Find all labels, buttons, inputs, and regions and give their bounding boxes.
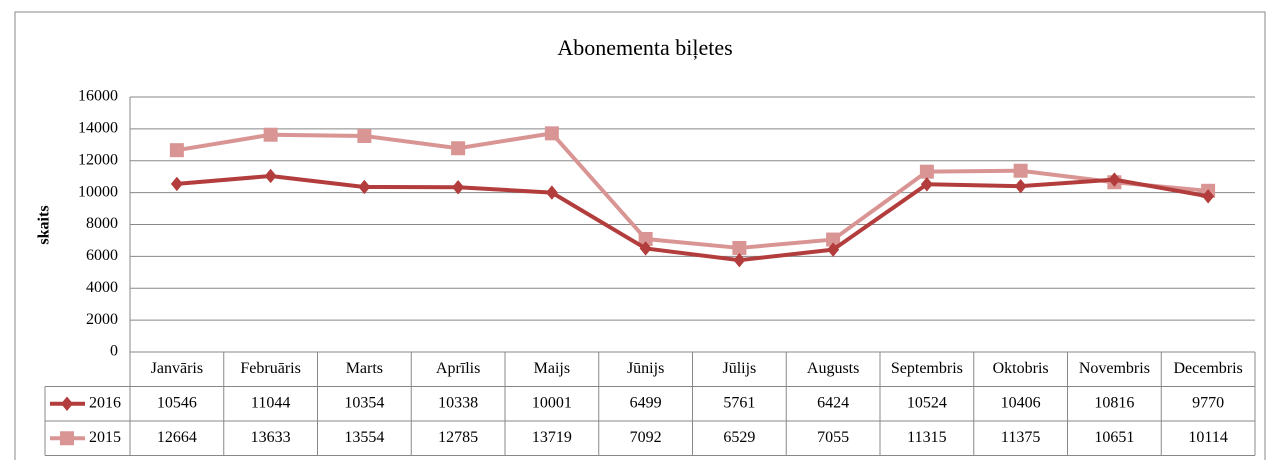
table-value: 9770 xyxy=(1192,394,1224,411)
table-value: 13554 xyxy=(344,429,384,446)
x-tick-label: Decembris xyxy=(1173,360,1242,377)
legend-marker xyxy=(60,431,74,446)
data-point xyxy=(827,242,840,257)
y-tick-label: 8000 xyxy=(86,215,118,232)
data-point xyxy=(1202,189,1215,204)
data-point xyxy=(544,126,559,141)
data-point xyxy=(263,127,278,142)
data-point xyxy=(170,176,183,192)
data-point xyxy=(451,141,466,156)
x-tick-label: Maijs xyxy=(534,360,570,377)
y-tick-label: 10000 xyxy=(78,183,118,200)
legend-label: 2015 xyxy=(89,429,121,446)
table-value: 10524 xyxy=(907,394,947,411)
y-tick-label: 14000 xyxy=(78,120,118,137)
table-value: 6424 xyxy=(817,394,849,411)
x-tick-label: Janvāris xyxy=(151,360,203,377)
x-tick-label: Jūlijs xyxy=(722,360,756,377)
table-value: 13719 xyxy=(532,429,572,446)
table-value: 6529 xyxy=(723,429,755,446)
table-value: 11044 xyxy=(251,394,290,411)
table-value: 5761 xyxy=(723,394,755,411)
data-point xyxy=(1108,172,1121,187)
data-point xyxy=(826,232,841,247)
x-tick-label: Augusts xyxy=(807,360,859,377)
table-value: 10651 xyxy=(1094,429,1134,446)
data-point xyxy=(169,143,184,158)
table-value: 10001 xyxy=(532,394,572,411)
data-point xyxy=(1013,163,1028,178)
y-tick-label: 4000 xyxy=(86,279,118,296)
data-point xyxy=(1014,178,1027,194)
y-tick-label: 12000 xyxy=(78,151,118,168)
table-value: 10338 xyxy=(438,394,478,411)
data-point xyxy=(920,177,933,192)
table-value: 7092 xyxy=(630,429,662,446)
series-line xyxy=(176,173,1209,263)
table-value: 11375 xyxy=(1001,429,1040,446)
data-point xyxy=(357,128,372,143)
chart-title: Abonementa biļetes xyxy=(557,35,732,60)
x-tick-label: Oktobris xyxy=(993,360,1049,377)
table-value: 12785 xyxy=(438,429,478,446)
table-value: 10354 xyxy=(344,394,384,411)
x-tick-label: Novembris xyxy=(1079,360,1150,377)
y-axis-label: skaits xyxy=(36,205,53,244)
data-point xyxy=(732,240,747,255)
data-point xyxy=(639,241,652,256)
table-value: 13633 xyxy=(251,429,291,446)
table-value: 10546 xyxy=(157,394,197,411)
table-value: 7055 xyxy=(817,429,849,446)
x-tick-label: Septembris xyxy=(891,360,963,377)
y-tick-label: 0 xyxy=(110,343,118,360)
x-tick-label: Jūnijs xyxy=(627,360,664,377)
table-value: 10816 xyxy=(1094,394,1134,411)
data-point xyxy=(733,252,746,268)
y-tick-label: 16000 xyxy=(78,88,118,105)
data-point xyxy=(264,168,277,184)
data-point xyxy=(638,231,653,246)
data-point xyxy=(358,179,371,195)
table-value: 12664 xyxy=(157,429,197,446)
x-tick-label: Marts xyxy=(346,360,383,377)
table-value: 11315 xyxy=(907,429,946,446)
data-point xyxy=(545,185,558,200)
legend-label: 2016 xyxy=(89,394,121,411)
data-point xyxy=(452,180,465,195)
table-value: 10406 xyxy=(1001,394,1041,411)
table-value: 6499 xyxy=(630,394,662,411)
series-line xyxy=(176,131,1209,250)
table-value: 10114 xyxy=(1188,429,1227,446)
y-tick-label: 2000 xyxy=(86,311,118,328)
x-tick-label: Aprīlis xyxy=(436,360,480,377)
x-tick-label: Februāris xyxy=(240,360,300,377)
y-tick-label: 6000 xyxy=(86,247,118,264)
data-point xyxy=(919,164,934,179)
legend-marker xyxy=(61,396,73,411)
